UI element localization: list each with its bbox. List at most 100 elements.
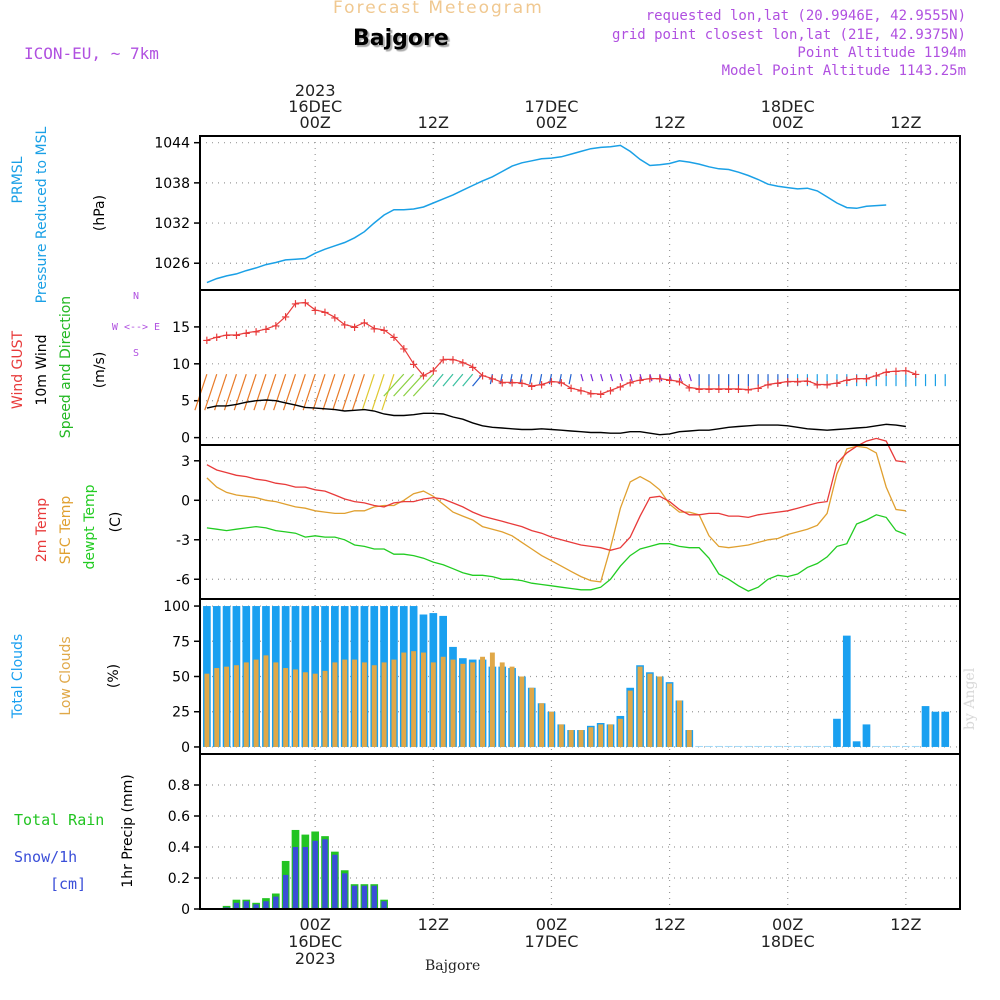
total-cloud-bar xyxy=(921,706,930,747)
gust-marker: + xyxy=(311,303,319,319)
wind-direction-arrow xyxy=(351,373,365,411)
low-cloud-bar xyxy=(509,666,515,747)
wind-direction-arrow xyxy=(322,373,336,411)
total-cloud-bar xyxy=(754,745,763,747)
wind-direction-arrow xyxy=(452,373,464,387)
wind-direction-arrow xyxy=(609,373,614,382)
wind-direction-arrow xyxy=(282,373,297,411)
pressure-label-long: Pressure Reduced to MSL xyxy=(34,126,50,303)
panel-frame xyxy=(199,135,961,291)
temp-2m-label: 2m Temp xyxy=(34,498,50,562)
bottom-time-label: 2023 xyxy=(295,949,336,968)
pressure-label-short: PRMSL xyxy=(10,156,26,203)
gust-marker: + xyxy=(636,373,644,389)
low-cloud-bar xyxy=(578,730,584,747)
gust-marker: + xyxy=(321,305,329,321)
gust-marker: + xyxy=(724,382,732,398)
wind-direction-arrow xyxy=(273,373,287,411)
total-cloud-bar xyxy=(862,724,871,747)
gust-marker: + xyxy=(813,377,821,393)
2m-temp-line xyxy=(206,437,906,551)
low-cloud-bar xyxy=(676,700,682,747)
low-cloud-bar xyxy=(352,659,358,747)
low-cloud-bar xyxy=(568,730,574,747)
wind-direction-arrow xyxy=(361,373,375,411)
total-cloud-bar xyxy=(695,745,703,747)
y-tick-label: 5 xyxy=(181,394,190,410)
gust-marker: + xyxy=(587,386,595,402)
total-cloud-bar xyxy=(744,745,753,747)
product-title: Forecast Meteogram xyxy=(333,0,544,18)
total-cloud-bar xyxy=(931,711,940,747)
gust-marker: + xyxy=(596,387,604,403)
wind-direction-arrow xyxy=(580,373,584,382)
y-tick-label: 15 xyxy=(172,320,190,336)
low-cloud-bar xyxy=(391,659,397,747)
total-cloud-bar xyxy=(902,745,910,747)
wind-direction-arrow xyxy=(678,373,683,382)
wind-direction-arrow xyxy=(332,373,346,411)
wind-gust-line xyxy=(206,301,916,395)
gust-marker: + xyxy=(872,369,880,385)
clouds-unit: (%) xyxy=(106,664,122,688)
snow-bar xyxy=(381,901,387,909)
gust-marker: + xyxy=(606,383,614,399)
gust-marker: + xyxy=(380,323,388,339)
gust-marker: + xyxy=(340,318,348,334)
snow-bar xyxy=(312,840,318,909)
y-tick-label: 0 xyxy=(181,431,190,447)
gust-marker: + xyxy=(656,372,664,388)
low-cloud-bar xyxy=(263,655,269,747)
gust-marker: + xyxy=(488,372,496,388)
wind-unit: (m/s) xyxy=(92,352,108,389)
model-altitude: Model Point Altitude 1143.25m xyxy=(721,63,966,79)
gust-marker: + xyxy=(803,374,811,390)
gust-marker: + xyxy=(557,375,565,391)
low-cloud-bar xyxy=(253,659,259,747)
low-cloud-bar xyxy=(548,711,554,747)
bottom-time-label: 17DEC xyxy=(524,932,578,951)
sfc-temp-line xyxy=(206,445,906,583)
y-tick-label: 25 xyxy=(172,705,190,721)
total-cloud-bar xyxy=(941,711,950,747)
total-cloud-bar xyxy=(833,718,841,747)
y-tick-label: 1026 xyxy=(154,256,190,272)
top-time-label: 00Z xyxy=(300,113,331,132)
low-cloud-bar xyxy=(332,662,338,747)
snow-bar xyxy=(332,854,338,909)
gust-marker: + xyxy=(242,326,250,342)
gust-marker: + xyxy=(852,372,860,388)
low-cloud-bar xyxy=(273,662,279,747)
wind-direction-arrow xyxy=(629,373,633,382)
total-cloud-bar xyxy=(813,745,822,747)
total-cloud-bar xyxy=(774,745,782,747)
total-cloud-bar xyxy=(705,745,713,747)
gust-marker: + xyxy=(281,310,289,326)
snow-label: Snow/1h xyxy=(14,848,77,866)
gust-marker: + xyxy=(419,369,427,385)
y-tick-label: -6 xyxy=(176,572,190,588)
gust-marker: + xyxy=(528,379,536,395)
low-cloud-bar xyxy=(499,662,505,747)
gust-marker: + xyxy=(459,355,467,371)
snow-bar xyxy=(351,885,358,909)
wind-direction-arrow xyxy=(393,373,415,397)
closest-coords: grid point closest lon,lat (21E, 42.9375… xyxy=(611,27,966,43)
total-cloud-bar xyxy=(872,745,881,747)
low-clouds-label: Low Clouds xyxy=(58,636,74,715)
panel-frame xyxy=(199,753,961,910)
wind-direction-label: Speed and Direction xyxy=(58,296,74,438)
gust-marker: + xyxy=(833,376,841,392)
y-tick-label: 1044 xyxy=(154,136,190,152)
low-cloud-bar xyxy=(243,662,249,747)
bottom-time-label: 18DEC xyxy=(761,932,815,951)
low-cloud-bar xyxy=(411,651,417,747)
temp-sfc-label: SFC Temp xyxy=(58,496,74,565)
top-time-label: 16DEC xyxy=(288,97,342,116)
gust-marker: + xyxy=(744,383,752,399)
gust-marker: + xyxy=(626,375,634,391)
gust-marker: + xyxy=(272,318,280,334)
wind-direction-arrow xyxy=(529,374,533,385)
wind-direction-arrow xyxy=(223,373,237,411)
wind-direction-arrow xyxy=(499,374,503,385)
